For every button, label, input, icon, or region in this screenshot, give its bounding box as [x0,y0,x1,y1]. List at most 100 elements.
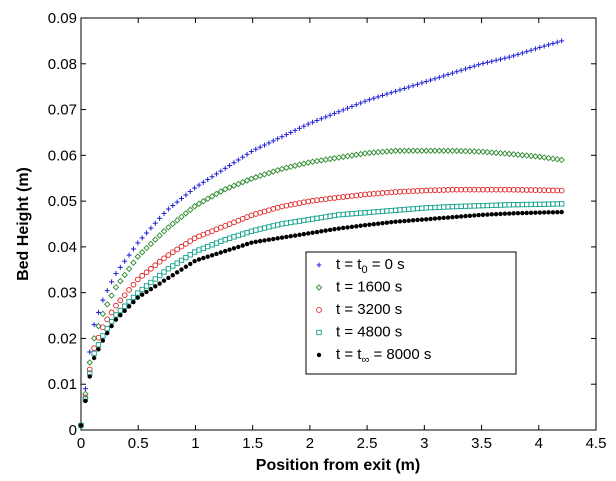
data-point [410,218,416,223]
x-tick-label: 0.5 [128,435,149,452]
data-point [345,105,351,111]
series-1 [77,147,565,429]
data-point [275,136,281,142]
legend-label-prefix: t = 1600 s [336,279,402,296]
data-point [82,386,88,392]
data-point [457,147,465,155]
data-point [358,223,363,228]
data-point [349,224,355,230]
data-point [527,152,535,160]
data-point [226,184,233,191]
data-point [209,253,215,258]
data-point [235,157,241,163]
data-point [135,295,141,300]
y-tick-label: 0.01 [48,376,77,393]
x-tick-label: 2.5 [357,435,378,452]
data-point [257,238,263,244]
data-point [227,247,232,252]
data-point [122,258,128,264]
data-point [262,238,267,243]
data-point [479,148,487,156]
data-point [471,63,477,69]
data-point [550,210,556,215]
x-tick-label: 1.5 [242,435,263,452]
data-point [169,220,177,228]
data-point [327,112,333,118]
data-point [401,147,408,154]
data-point [152,236,159,243]
data-point [559,38,565,44]
data-point [148,286,154,292]
data-point [436,147,443,154]
y-tick-label: 0.09 [48,10,77,27]
series-2 [78,186,565,429]
data-point [183,241,189,247]
legend-box [305,251,517,375]
data-point [318,116,324,122]
y-tick-label: 0.04 [48,239,77,256]
data-point [87,374,92,379]
data-point [397,219,403,224]
x-tick-label: 1 [191,435,199,452]
data-point [492,149,500,157]
data-point [454,69,460,75]
data-point [288,129,294,135]
series-3 [78,201,565,429]
data-point [221,185,229,193]
data-point [431,147,439,154]
data-point [231,160,237,166]
data-point [113,317,119,322]
data-point [528,47,534,53]
data-point [130,281,137,288]
data-point [205,254,210,259]
data-point [240,154,246,160]
data-point [187,238,194,244]
data-point [104,288,110,294]
data-point [475,148,482,155]
data-point [161,278,167,283]
legend-marker [316,352,322,358]
data-point [166,275,171,281]
data-point [178,243,185,250]
data-point [418,147,426,154]
data-point [161,210,167,216]
data-point [239,178,246,186]
x-tick-label: 0 [77,435,85,452]
data-point [196,257,202,262]
data-point [165,252,172,258]
data-point [323,114,329,120]
data-point [173,217,181,224]
data-point [507,211,512,216]
data-point [208,193,216,200]
data-point [91,345,97,352]
data-point [257,144,263,150]
data-point [485,212,490,217]
data-point [244,241,250,247]
data-point [134,276,141,283]
data-point [174,260,180,266]
data-point [83,398,88,404]
data-point [117,297,124,304]
data-point [515,211,521,216]
data-point [200,179,206,185]
data-series [77,38,565,429]
data-point [144,289,149,295]
data-point [371,221,376,227]
data-point [541,43,547,49]
data-point [270,138,276,144]
data-point [117,277,124,285]
data-point [87,349,93,355]
data-point [515,51,521,57]
data-point [195,200,203,207]
data-point [498,211,503,217]
data-point [122,308,127,313]
data-point [511,211,516,216]
data-point [253,146,259,152]
data-point [323,228,328,233]
data-point [91,350,97,357]
data-point [523,152,530,159]
data-point [401,85,407,91]
legend-label: t = t0 = 0 s [336,256,405,276]
data-point [362,222,368,228]
data-point [103,301,111,308]
